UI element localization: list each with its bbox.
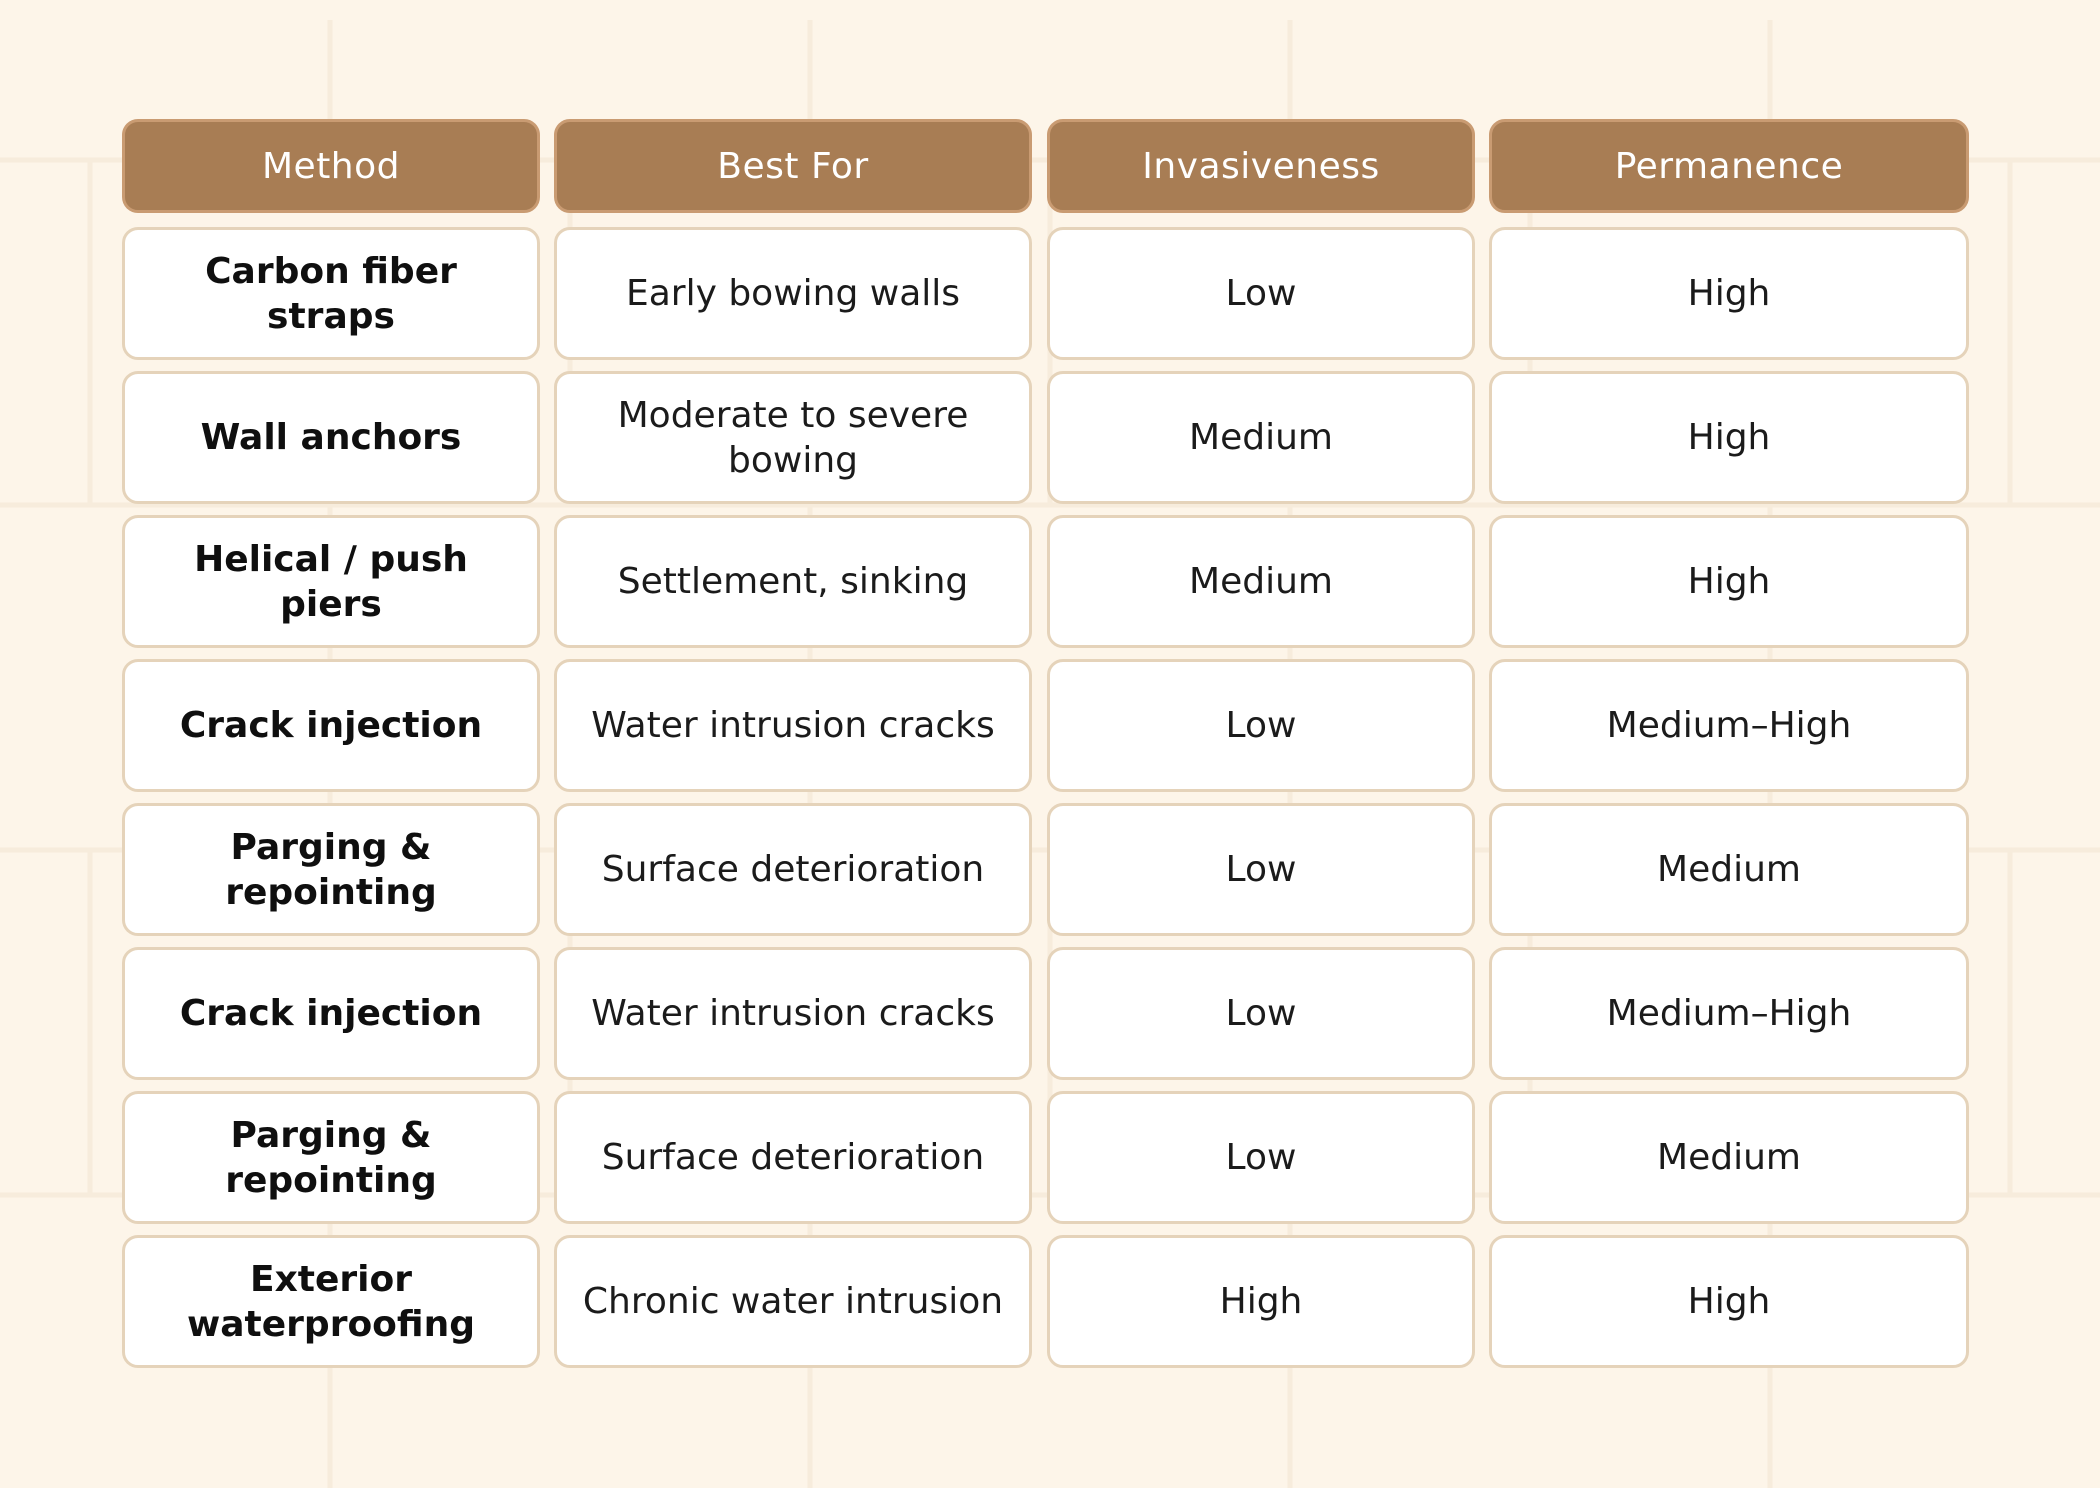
invasiveness-cell: Low	[1047, 1091, 1475, 1224]
permanence-cell: Medium	[1489, 803, 1969, 936]
permanence-cell: Medium–High	[1489, 947, 1969, 1080]
best-for-cell: Settlement, sinking	[554, 515, 1032, 648]
permanence-cell: High	[1489, 371, 1969, 504]
invasiveness-cell: Low	[1047, 803, 1475, 936]
invasiveness-cell: Medium	[1047, 515, 1475, 648]
permanence-cell: High	[1489, 515, 1969, 648]
invasiveness-cell: Low	[1047, 227, 1475, 360]
invasiveness-cell: Medium	[1047, 371, 1475, 504]
invasiveness-cell: Low	[1047, 947, 1475, 1080]
method-cell: Wall anchors	[122, 371, 540, 504]
permanence-cell: High	[1489, 1235, 1969, 1368]
header-permanence: Permanence	[1489, 119, 1969, 213]
permanence-cell: High	[1489, 227, 1969, 360]
permanence-cell: Medium	[1489, 1091, 1969, 1224]
best-for-cell: Moderate to severe bowing	[554, 371, 1032, 504]
invasiveness-cell: High	[1047, 1235, 1475, 1368]
method-cell: Parging & repointing	[122, 1091, 540, 1224]
method-cell: Crack injection	[122, 659, 540, 792]
method-cell: Helical / push piers	[122, 515, 540, 648]
best-for-cell: Chronic water intrusion	[554, 1235, 1032, 1368]
header-best-for: Best For	[554, 119, 1032, 213]
best-for-cell: Surface deterioration	[554, 1091, 1032, 1224]
header-invasiveness: Invasiveness	[1047, 119, 1475, 213]
header-method: Method	[122, 119, 540, 213]
permanence-cell: Medium–High	[1489, 659, 1969, 792]
best-for-cell: Water intrusion cracks	[554, 947, 1032, 1080]
best-for-cell: Early bowing walls	[554, 227, 1032, 360]
best-for-cell: Surface deterioration	[554, 803, 1032, 936]
method-cell: Exterior waterproofing	[122, 1235, 540, 1368]
method-cell: Parging & repointing	[122, 803, 540, 936]
best-for-cell: Water intrusion cracks	[554, 659, 1032, 792]
method-cell: Carbon fiber straps	[122, 227, 540, 360]
method-cell: Crack injection	[122, 947, 540, 1080]
invasiveness-cell: Low	[1047, 659, 1475, 792]
